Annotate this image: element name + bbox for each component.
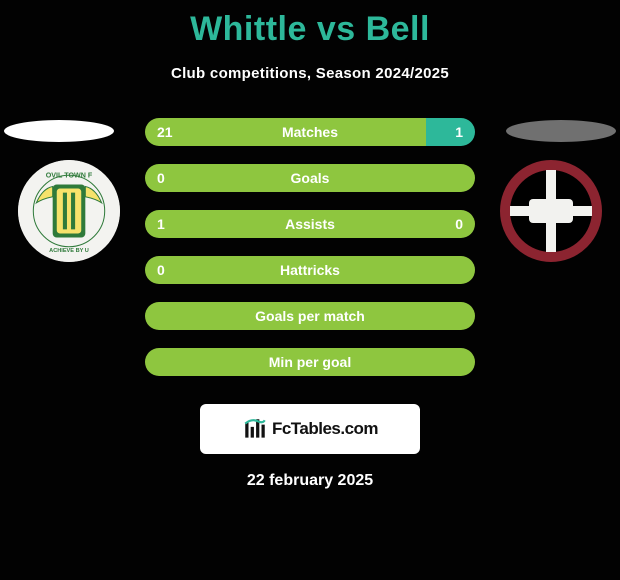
crest-center-badge xyxy=(529,199,573,223)
page-title: Whittle vs Bell xyxy=(0,0,620,49)
stat-row: Hattricks0 xyxy=(145,256,475,284)
club-crest-right xyxy=(500,160,602,262)
comparison-panel: OVIL TOWN F ACHIEVE BY U Matches211Goals… xyxy=(0,112,620,376)
crest-left-svg: OVIL TOWN F ACHIEVE BY U xyxy=(18,160,120,262)
stat-value-left: 0 xyxy=(157,170,165,186)
stat-row: Min per goal xyxy=(145,348,475,376)
stat-value-right: 1 xyxy=(455,124,463,140)
footer-date: 22 february 2025 xyxy=(0,472,620,490)
pedestal-left xyxy=(4,120,114,142)
stat-bar-left xyxy=(145,302,475,330)
brand-badge[interactable]: FcTables.com xyxy=(200,404,420,454)
stat-row: Matches211 xyxy=(145,118,475,146)
page-subtitle: Club competitions, Season 2024/2025 xyxy=(0,65,620,82)
stat-bar-left xyxy=(145,164,475,192)
stat-rows: Matches211Goals0Assists10Hattricks0Goals… xyxy=(145,112,475,376)
stat-bar-left xyxy=(145,348,475,376)
stat-bar-left xyxy=(145,256,475,284)
stat-value-left: 1 xyxy=(157,216,165,232)
svg-text:OVIL TOWN F: OVIL TOWN F xyxy=(46,171,93,179)
brand-text: FcTables.com xyxy=(272,419,378,439)
stat-bar-left xyxy=(145,210,475,238)
stat-row: Goals per match xyxy=(145,302,475,330)
svg-text:ACHIEVE BY U: ACHIEVE BY U xyxy=(49,248,89,254)
stat-value-right: 0 xyxy=(455,216,463,232)
stat-value-left: 0 xyxy=(157,262,165,278)
stat-bar-right xyxy=(426,118,476,146)
stat-bar-left xyxy=(145,118,426,146)
stat-value-left: 21 xyxy=(157,124,173,140)
club-crest-left: OVIL TOWN F ACHIEVE BY U xyxy=(18,160,120,262)
stat-row: Assists10 xyxy=(145,210,475,238)
stat-row: Goals0 xyxy=(145,164,475,192)
pedestal-right xyxy=(506,120,616,142)
brand-logo-icon xyxy=(242,416,268,442)
